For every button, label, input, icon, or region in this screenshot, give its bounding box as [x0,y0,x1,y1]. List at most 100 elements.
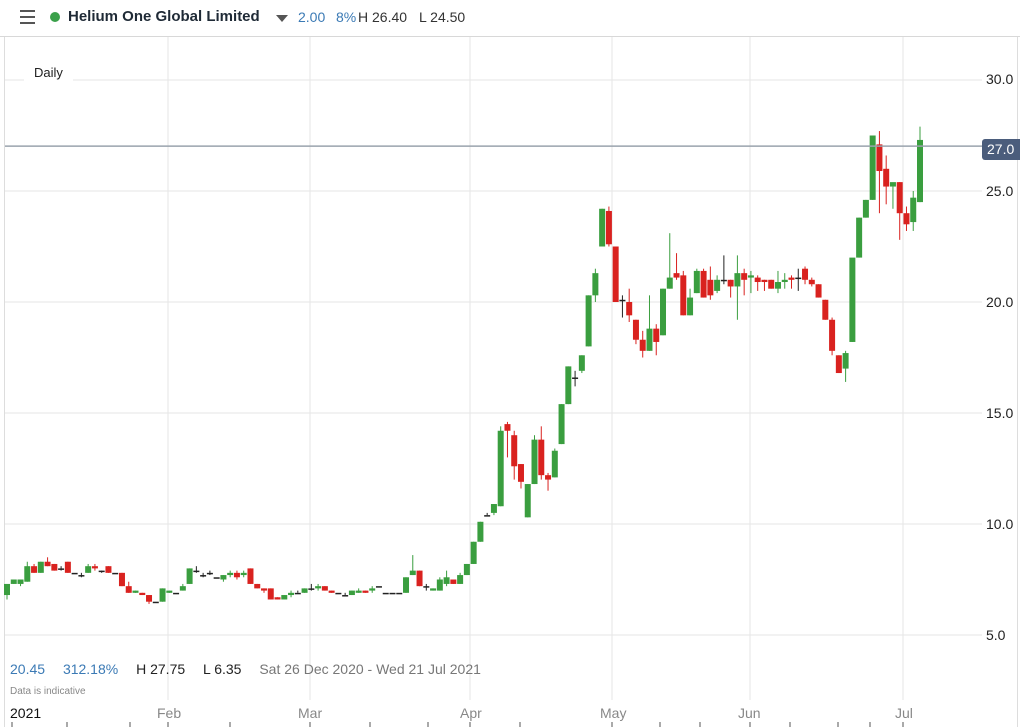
candle[interactable] [4,583,10,600]
candle[interactable] [315,583,322,591]
candle[interactable] [105,566,112,573]
candle[interactable] [166,590,173,593]
candle[interactable] [335,592,342,595]
candle[interactable] [815,284,822,298]
candle[interactable] [903,206,910,231]
candle[interactable] [889,182,896,209]
candle[interactable] [91,563,98,571]
candle[interactable] [436,577,443,591]
candle[interactable] [869,135,876,200]
candle[interactable] [294,590,301,595]
candle[interactable] [139,592,146,596]
candle[interactable] [565,366,572,405]
candle[interactable] [558,404,565,445]
candle[interactable] [233,570,240,580]
candle[interactable] [186,568,193,584]
candle[interactable] [375,586,382,588]
interval-label[interactable]: Daily [24,63,73,82]
candle[interactable] [727,279,734,298]
candle[interactable] [254,583,261,589]
candle[interactable] [416,570,423,587]
candle[interactable] [200,572,207,578]
candle[interactable] [592,268,599,302]
candle[interactable] [369,586,376,593]
candle[interactable] [173,592,180,595]
candle[interactable] [260,588,267,593]
chart-area[interactable] [4,37,1019,727]
candle[interactable] [78,572,85,578]
candle[interactable] [687,288,694,316]
candle[interactable] [450,579,457,584]
candle[interactable] [524,484,531,518]
candle[interactable] [768,279,775,289]
candle[interactable] [51,563,58,571]
candle[interactable] [693,268,700,294]
candle[interactable] [808,277,815,287]
candle[interactable] [430,588,437,591]
candle[interactable] [193,566,200,573]
candle[interactable] [754,275,761,291]
candle[interactable] [112,572,119,575]
candle[interactable] [463,563,470,576]
candle[interactable] [504,421,511,458]
candle[interactable] [511,430,518,480]
candle[interactable] [781,273,788,289]
candle[interactable] [822,299,829,320]
candle[interactable] [538,426,545,480]
candle[interactable] [626,288,633,322]
candle[interactable] [802,266,809,285]
candle[interactable] [497,426,504,507]
candle[interactable] [572,370,579,387]
candle[interactable] [308,583,315,591]
candle[interactable] [362,590,369,593]
candle[interactable] [24,561,31,582]
candle[interactable] [58,566,65,571]
instrument-title[interactable]: Helium One Global Limited [68,8,260,25]
candle[interactable] [213,577,220,579]
candle[interactable] [44,557,51,567]
candle[interactable] [457,572,464,584]
candle[interactable] [247,568,254,584]
candle[interactable] [321,586,328,591]
candle[interactable] [862,199,869,218]
candle[interactable] [423,583,430,591]
candle[interactable] [118,572,125,587]
candle[interactable] [673,253,680,280]
candle[interactable] [707,266,714,300]
candle[interactable] [856,217,863,258]
candle[interactable] [599,208,606,247]
candle[interactable] [37,561,44,573]
candle[interactable] [883,155,890,205]
candle[interactable] [896,182,903,240]
candle[interactable] [409,555,416,576]
candle[interactable] [605,206,612,247]
candle[interactable] [632,319,639,345]
candle[interactable] [179,583,186,591]
candle[interactable] [795,268,802,291]
candle[interactable] [774,270,781,294]
candle[interactable] [10,579,17,584]
candle[interactable] [17,579,24,587]
candle[interactable] [517,464,524,489]
candle[interactable] [152,601,159,604]
candle[interactable] [910,191,917,231]
candle[interactable] [389,592,396,595]
candle[interactable] [281,595,288,600]
candle[interactable] [227,570,234,578]
candle[interactable] [714,275,721,294]
candle[interactable] [382,592,389,595]
candle[interactable] [132,590,139,593]
candle[interactable] [348,590,355,596]
candle[interactable] [396,592,403,595]
candle[interactable] [98,570,105,573]
candle[interactable] [619,295,626,318]
candle[interactable] [159,588,166,602]
candle[interactable] [734,255,741,320]
candle[interactable] [842,350,849,382]
candle[interactable] [477,521,484,542]
candle[interactable] [206,570,213,576]
candle[interactable] [720,255,727,285]
candle[interactable] [639,330,646,358]
candle[interactable] [240,570,247,578]
candle[interactable] [761,279,768,291]
